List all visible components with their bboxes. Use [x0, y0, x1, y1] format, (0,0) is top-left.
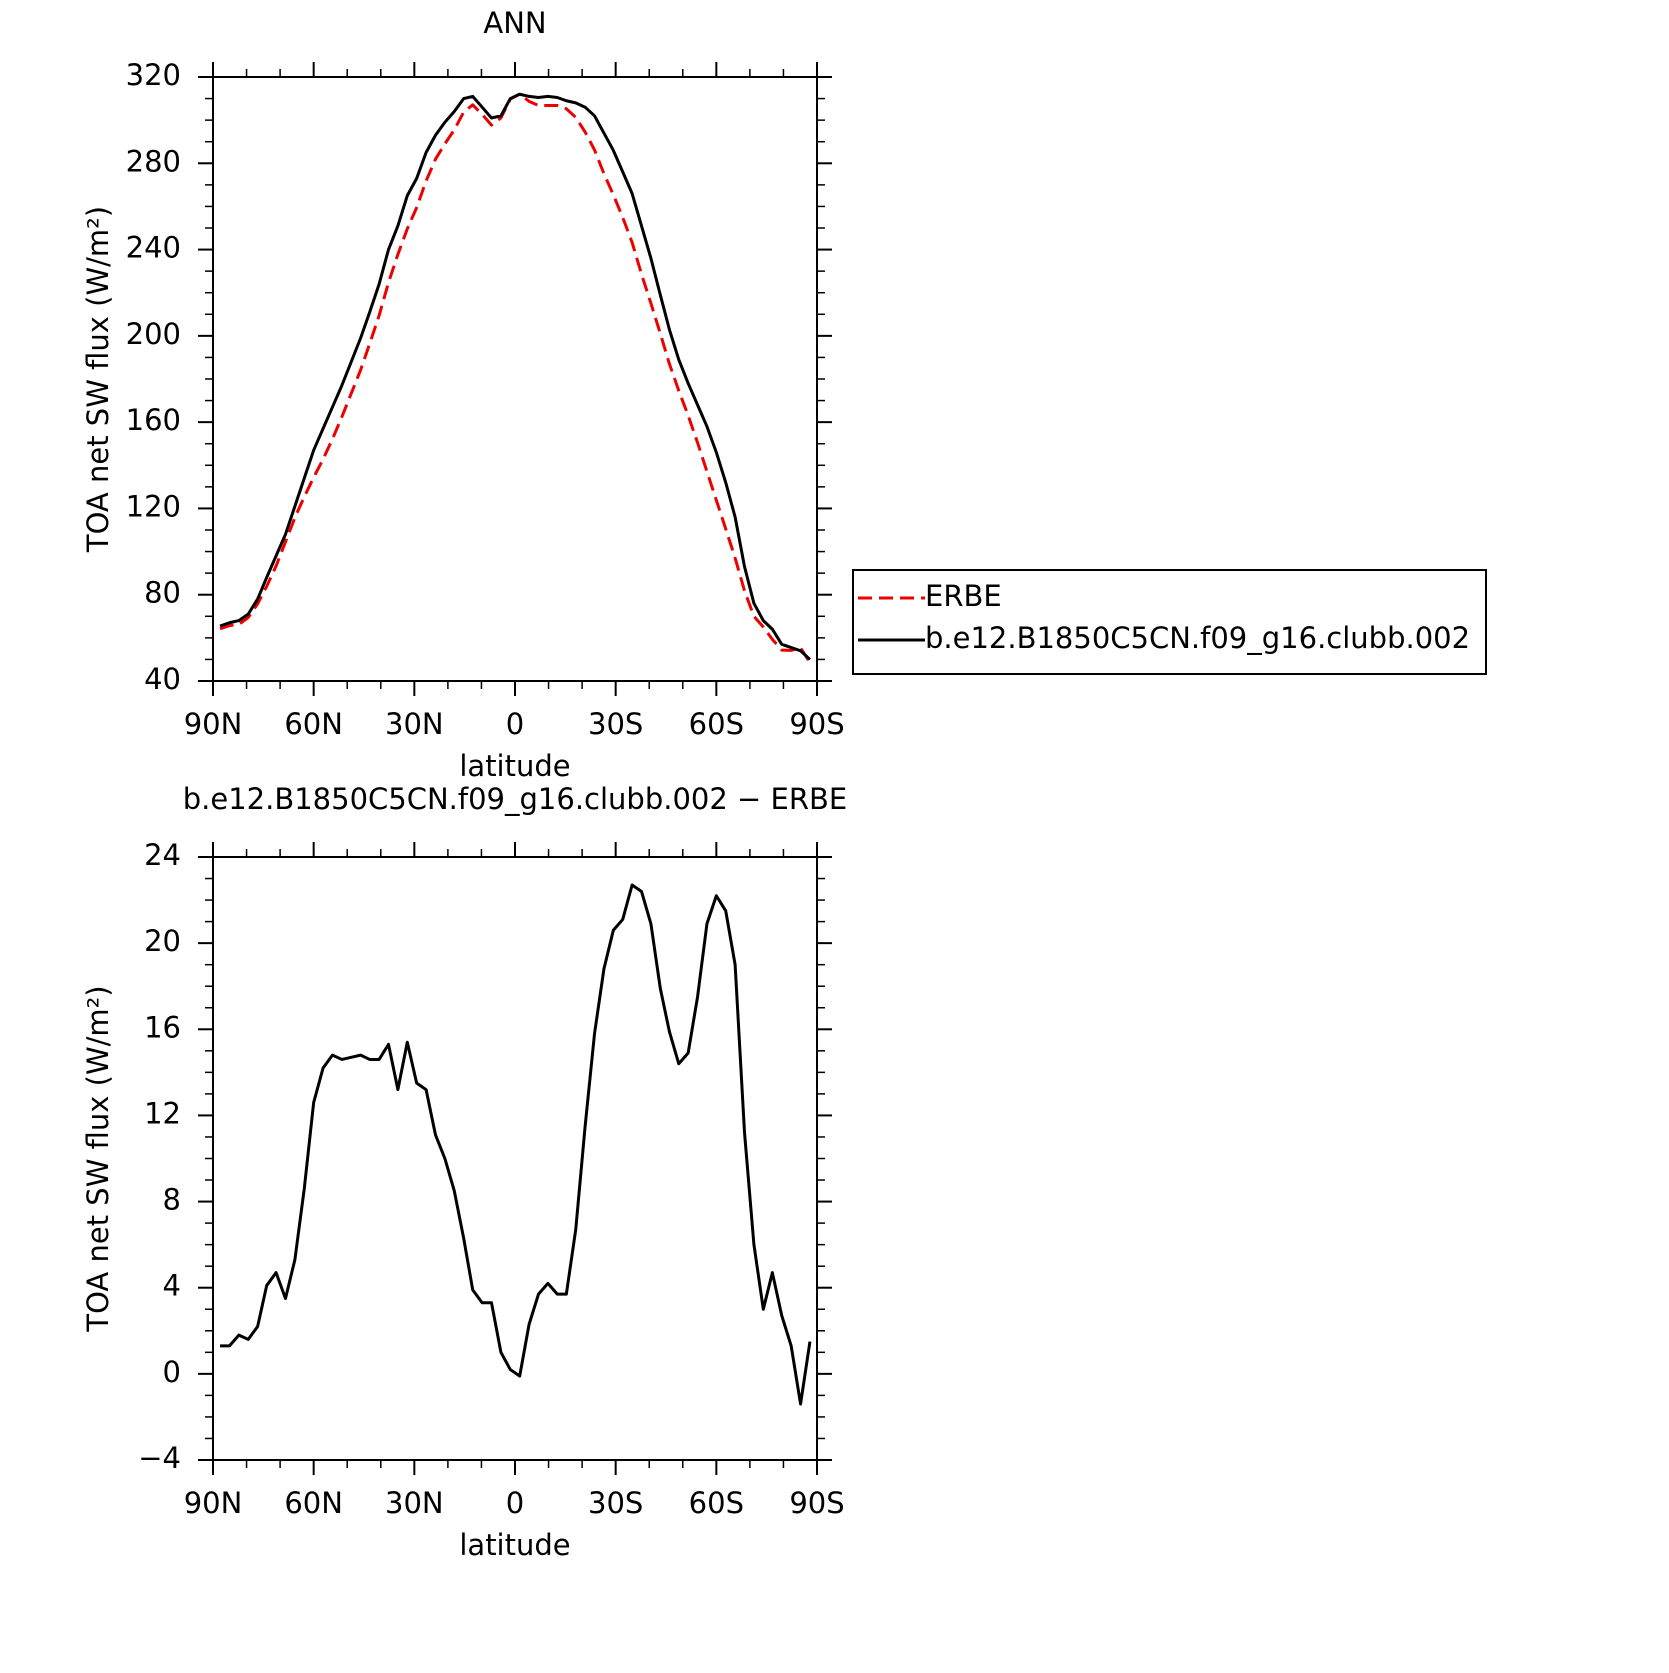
y-tick-label: 160 [126, 403, 181, 437]
chart-title: b.e12.B1850C5CN.f09_g16.clubb.002 − ERBE [183, 782, 847, 816]
x-tick-label: 90N [184, 1486, 243, 1520]
data-line [220, 883, 812, 1406]
legend-label: b.e12.B1850C5CN.f09_g16.clubb.002 [925, 621, 1470, 655]
y-tick-label: 40 [144, 662, 181, 696]
x-tick-label: 90S [789, 707, 844, 741]
y-tick-label: 8 [163, 1183, 181, 1217]
y-axis-label: TOA net SW flux (W/m²) [81, 206, 115, 553]
chart-title: ANN [483, 6, 546, 40]
x-tick-label: 60N [284, 1486, 343, 1520]
x-tick-label: 30S [588, 1486, 643, 1520]
y-tick-label: 16 [144, 1010, 181, 1044]
x-tick-label: 60S [689, 707, 744, 741]
x-tick-label: 30N [385, 1486, 444, 1520]
y-tick-label: 20 [144, 924, 181, 958]
y-tick-label: 200 [126, 317, 181, 351]
y-tick-label: 120 [126, 489, 181, 523]
y-axis-label: TOA net SW flux (W/m²) [81, 985, 115, 1332]
x-tick-label: 0 [506, 707, 524, 741]
x-tick-label: 0 [506, 1486, 524, 1520]
data-line [219, 92, 812, 664]
x-tick-label: 30S [588, 707, 643, 741]
y-tick-label: −4 [138, 1441, 181, 1475]
y-tick-label: 320 [126, 58, 181, 92]
plot-frame [212, 76, 818, 682]
legend-label: ERBE [925, 579, 1002, 613]
data-line [219, 92, 811, 661]
x-tick-label: 60S [689, 1486, 744, 1520]
y-tick-label: 280 [126, 144, 181, 178]
x-axis-label: latitude [459, 1528, 570, 1562]
y-tick-label: 12 [144, 1096, 181, 1130]
y-tick-label: 0 [163, 1355, 181, 1389]
y-tick-label: 240 [126, 231, 181, 265]
x-tick-label: 30N [385, 707, 444, 741]
x-tick-label: 90S [789, 1486, 844, 1520]
plot-frame [212, 856, 818, 1461]
x-tick-label: 60N [284, 707, 343, 741]
x-tick-label: 90N [184, 707, 243, 741]
y-tick-label: 24 [144, 838, 181, 872]
x-axis-label: latitude [459, 749, 570, 783]
y-tick-label: 4 [163, 1269, 181, 1303]
legend-box [852, 569, 1487, 675]
y-tick-label: 80 [144, 576, 181, 610]
